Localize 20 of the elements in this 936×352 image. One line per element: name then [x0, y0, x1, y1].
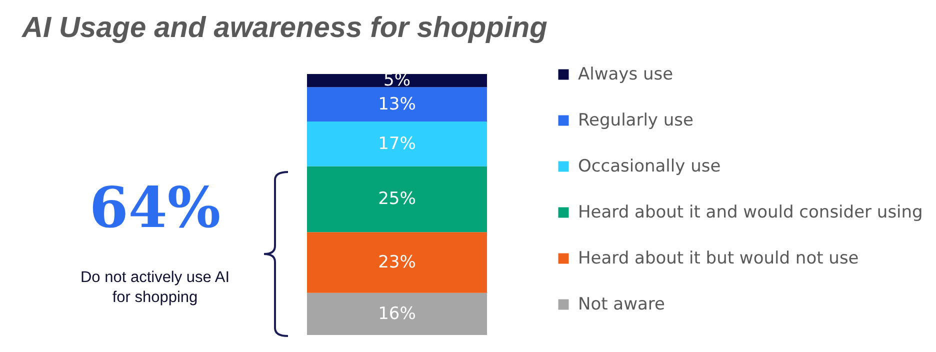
- legend-label: Heard about it but would not use: [578, 248, 859, 268]
- bar: [307, 166, 487, 232]
- legend-label: Always use: [578, 64, 674, 84]
- legend-label: Occasionally use: [578, 156, 721, 176]
- bar: [307, 74, 487, 88]
- bar: [307, 87, 487, 122]
- bar: [307, 292, 487, 335]
- legend-label: Regularly use: [578, 110, 694, 130]
- text: Do not actively use AI for shopping: [79, 268, 231, 308]
- data-label: 23%: [378, 252, 416, 272]
- bar: [307, 121, 487, 166]
- data-label: 17%: [378, 134, 416, 154]
- legend-label: Not aware: [578, 294, 666, 314]
- text: 64%: [88, 175, 222, 241]
- chart-title: AI Usage and awareness for shopping: [22, 12, 548, 45]
- data-label: 25%: [378, 189, 416, 210]
- data-label: 16%: [378, 304, 416, 324]
- legend-label: Heard about it and would consider using: [578, 202, 923, 222]
- data-label: 13%: [378, 94, 416, 114]
- bar: [307, 232, 487, 293]
